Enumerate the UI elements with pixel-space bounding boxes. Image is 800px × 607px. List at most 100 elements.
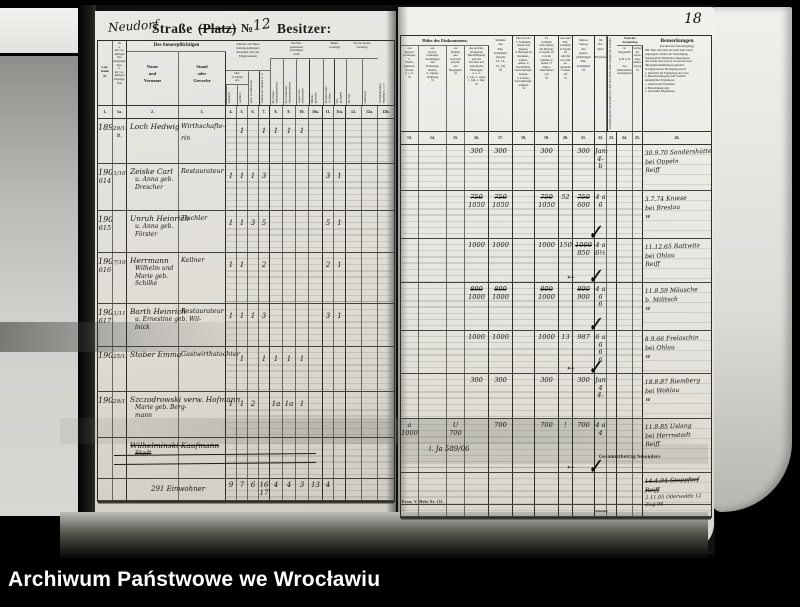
cell-21: 21. bbox=[573, 132, 595, 145]
platz-label-struck: (Platz) bbox=[198, 21, 237, 36]
register-row: a 1000 U 700 700 700! 700 4 a 4 11.8.85 Uslang b… bbox=[401, 419, 711, 479]
bemerkungen-note: NB. Hier sind auch die nach dem ersten a… bbox=[645, 48, 693, 94]
cell-16: 16. bbox=[465, 132, 489, 145]
header-group-veranlagt: Bisher veranlagt Personen über 14 Jahre … bbox=[323, 41, 346, 106]
register-row: 189929/12b.Loch HedwigWirthschafte-rin11… bbox=[98, 119, 394, 165]
cell-10: 1 bbox=[296, 119, 309, 164]
cell-18 bbox=[513, 331, 535, 374]
pen-arrow-mark: ← bbox=[565, 359, 577, 374]
form-number-label: Form. V. Mehr Nr. 151. bbox=[402, 500, 445, 504]
cell-4 bbox=[226, 347, 237, 392]
cell-10a bbox=[309, 164, 323, 211]
header-col23: Veränderung der Steuerstufe im Laufe des… bbox=[607, 36, 617, 132]
cell-23 bbox=[607, 283, 617, 331]
cell-8: 1 bbox=[270, 119, 283, 164]
cell-18 bbox=[513, 239, 535, 283]
cell-11: 2 bbox=[323, 253, 334, 304]
cell-3: Kellner bbox=[179, 253, 226, 304]
cell-20: ! bbox=[559, 419, 573, 473]
cell-13 bbox=[401, 331, 419, 374]
header-col20: Aus dem Ein- kommen in Spalte 19 sind fü… bbox=[559, 36, 573, 132]
header-col25: beträgt der veran- lagte Steuer- betrag … bbox=[633, 46, 643, 132]
cell-21: 1000 850 bbox=[573, 239, 595, 283]
cell-2: Stober Emma bbox=[127, 347, 181, 392]
cell-1a: 25/12 bbox=[113, 347, 127, 392]
pen-arrow-mark: ← bbox=[565, 458, 577, 473]
cell-10a: 13 bbox=[309, 479, 323, 501]
cell-19: 1000 bbox=[535, 331, 559, 374]
cell-11a bbox=[334, 119, 346, 164]
cell-2: Herrmann Wilhelm und Marie geb. Schilke bbox=[127, 253, 179, 304]
cell-18 bbox=[513, 473, 535, 505]
cell-26: 18.8.87 Riemberg bei Wohlau w bbox=[643, 374, 711, 419]
cell-24 bbox=[617, 419, 633, 473]
header-group-persons: Zahl der zur Haus- haltung gehörigen Per… bbox=[226, 41, 270, 106]
cell-24 bbox=[617, 283, 633, 331]
cell-1: 1902616 bbox=[98, 253, 113, 304]
header-under14: unter 14 Jahren alte bbox=[248, 71, 259, 106]
header-col12b: Ob Reklamation eingelegt u. s. w. bbox=[378, 83, 386, 104]
cell-13 bbox=[401, 239, 419, 283]
cell-1a bbox=[113, 211, 127, 253]
cell-2: Unruh Heinrich u. Anna geb. Förster bbox=[127, 211, 189, 253]
cell-18 bbox=[513, 283, 535, 331]
cell-11: 11. bbox=[323, 106, 334, 119]
cell-23 bbox=[607, 239, 617, 283]
cell-6: 1 bbox=[248, 304, 259, 347]
cell-1: 1905 bbox=[98, 392, 113, 438]
cell-6 bbox=[248, 438, 259, 479]
cell-26: 8.9.66 Frelaschin bei Ohlau w bbox=[643, 331, 711, 374]
register-table-right: Höhe des Einkommens: aus Kapital- vermög… bbox=[400, 35, 712, 519]
cell-17: 700 bbox=[489, 419, 513, 473]
cell-12a bbox=[362, 164, 378, 211]
cell-18 bbox=[513, 505, 535, 517]
cell-9: 1a bbox=[283, 392, 296, 438]
cell-14 bbox=[419, 374, 447, 419]
cell-2: Zeiske Carl u. Anna geb. Drescher bbox=[127, 164, 179, 211]
house-number-handwritten: 12 bbox=[251, 15, 272, 35]
cell-17 bbox=[489, 473, 513, 505]
cell-12a bbox=[362, 211, 378, 253]
cell-15: 15. bbox=[447, 132, 465, 145]
cell-22: 4 a 6½ bbox=[595, 239, 607, 283]
header-col11a: Ein- gezogene bbox=[334, 59, 346, 106]
cell-15 bbox=[447, 191, 465, 239]
cell-3: Wirthschafte-rin bbox=[179, 119, 226, 164]
cell-10a bbox=[309, 438, 323, 479]
register-row: 300 300 300 300 Jan 4 4- 18.8.87 Riemberg bei W… bbox=[401, 374, 711, 420]
header-col21: Jahres- betrag des steuer- pflichtigen E… bbox=[573, 36, 595, 132]
register-row: 190425/12Stober EmmaGastwirthstochter111… bbox=[98, 347, 394, 393]
cell-20 bbox=[559, 283, 573, 331]
header-col18: Hiervon ab: 1. Schulden- zinsen und Rent… bbox=[513, 36, 535, 132]
cell-8 bbox=[270, 211, 283, 253]
cell-23: 23. bbox=[607, 132, 617, 145]
cell-12b bbox=[378, 119, 394, 164]
cell-4: 1 bbox=[226, 211, 237, 253]
bemerkungen-subtitle: (Grund der Veranlagung) bbox=[659, 44, 695, 48]
cell-20 bbox=[559, 505, 573, 517]
cell-7: 3 bbox=[259, 304, 270, 347]
cell-8: 1a bbox=[270, 392, 283, 438]
cell-25 bbox=[633, 331, 643, 374]
cell-2: Loch Hedwig bbox=[127, 119, 180, 164]
cell-1a bbox=[113, 438, 127, 479]
book-bottom-shadow bbox=[60, 512, 708, 558]
cell-23 bbox=[607, 145, 617, 191]
cell-12b bbox=[378, 164, 394, 211]
cell-24 bbox=[617, 505, 633, 517]
cell-12 bbox=[346, 211, 362, 253]
cell-4: 1 bbox=[226, 253, 237, 304]
cell-26: 26. bbox=[674, 135, 680, 141]
cell-7: 7. bbox=[259, 106, 270, 119]
cell-12 bbox=[346, 479, 362, 501]
cell-24 bbox=[617, 331, 633, 374]
header-col8: der Staats- einkommensteuer bbox=[270, 59, 283, 106]
cell-2: Szczodrowski verw. Hofmann Marie geb. Ber… bbox=[127, 392, 240, 438]
cell-5: 1 bbox=[237, 304, 248, 347]
cell-10a: 10a. bbox=[309, 106, 323, 119]
header-col12: im Orte bbox=[346, 59, 362, 106]
cell-17: 300 bbox=[489, 374, 513, 419]
cell-7: 5 bbox=[259, 211, 270, 253]
cell-11a: 1 bbox=[334, 164, 346, 211]
